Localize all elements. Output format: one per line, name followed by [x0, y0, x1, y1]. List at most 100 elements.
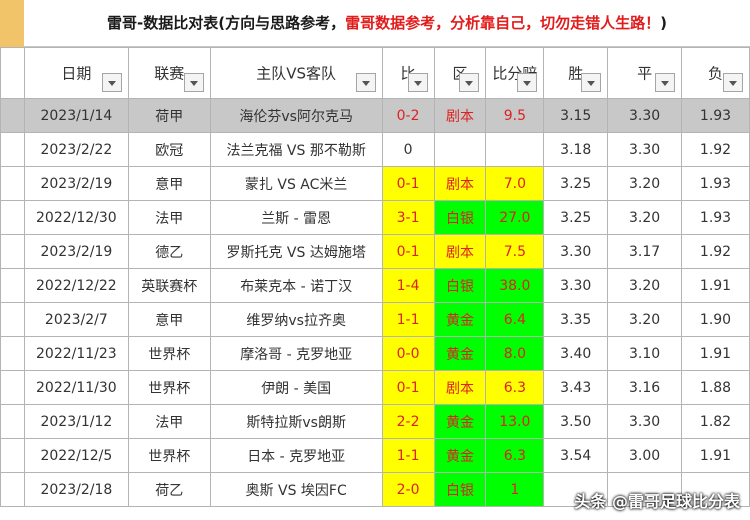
table-row[interactable]: 2023/2/19 德乙 罗斯托克 VS 达姆施塔 0-1 剧本 7.5 3.30 3.17 1… — [0, 234, 750, 269]
table-row[interactable]: 2022/11/23 世界杯 摩洛哥 - 克罗地亚 0-0 黄金 8.0 3.40 3.10 1… — [0, 336, 750, 371]
odds-cell[interactable]: 8.0 — [485, 336, 545, 371]
score-cell[interactable]: 1-1 — [381, 438, 435, 473]
win-odds-cell[interactable]: 3.18 — [543, 132, 609, 167]
score-cell[interactable]: 3-1 — [381, 200, 435, 235]
row-header-cell[interactable] — [0, 404, 25, 439]
league-cell[interactable]: 法甲 — [127, 200, 211, 235]
odds-cell[interactable]: 1 — [485, 472, 545, 507]
league-cell[interactable]: 法甲 — [127, 404, 211, 439]
loss-odds-cell[interactable]: 1.88 — [681, 370, 750, 405]
table-row[interactable]: 2022/12/5 世界杯 日本 - 克罗地亚 1-1 黄金 6.3 3.54 3.00 1.9… — [0, 438, 750, 473]
tag-cell[interactable]: 黄金 — [433, 404, 487, 439]
score-cell[interactable]: 2-0 — [381, 472, 435, 507]
loss-odds-cell[interactable] — [681, 472, 750, 507]
odds-cell[interactable]: 7.5 — [485, 234, 545, 269]
header-date[interactable]: 日期 — [23, 47, 129, 99]
odds-cell[interactable]: 9.5 — [485, 98, 545, 133]
draw-odds-cell[interactable]: 3.20 — [607, 302, 683, 337]
filter-dropdown-icon[interactable] — [355, 73, 376, 92]
odds-cell[interactable]: 6.3 — [485, 370, 545, 405]
match-cell[interactable]: 法兰克福 VS 那不勒斯 — [209, 132, 383, 167]
row-header-cell[interactable] — [0, 302, 25, 337]
loss-odds-cell[interactable]: 1.92 — [681, 234, 750, 269]
tag-cell[interactable]: 剧本 — [433, 370, 487, 405]
sort-ascending-icon[interactable] — [581, 73, 602, 92]
win-odds-cell[interactable]: 3.54 — [543, 438, 609, 473]
odds-cell[interactable]: 6.4 — [485, 302, 545, 337]
filter-dropdown-icon[interactable] — [459, 73, 480, 92]
date-cell[interactable]: 2023/2/19 — [23, 166, 129, 201]
tag-cell[interactable]: 黄金 — [433, 336, 487, 371]
draw-odds-cell[interactable]: 3.20 — [607, 166, 683, 201]
header-match[interactable]: 主队VS客队 — [209, 47, 383, 99]
draw-odds-cell[interactable]: 3.20 — [607, 268, 683, 303]
score-cell[interactable]: 0-1 — [381, 370, 435, 405]
date-cell[interactable]: 2023/2/22 — [23, 132, 129, 167]
match-cell[interactable]: 奥斯 VS 埃因FC — [209, 472, 383, 507]
table-row[interactable]: 2023/2/18 荷乙 奥斯 VS 埃因FC 2-0 白银 1 — [0, 472, 750, 507]
row-header-cell[interactable] — [0, 370, 25, 405]
win-odds-cell[interactable]: 3.25 — [543, 166, 609, 201]
draw-odds-cell[interactable] — [607, 472, 683, 507]
tag-cell[interactable]: 白银 — [433, 200, 487, 235]
score-cell[interactable]: 0-2 — [381, 98, 435, 133]
loss-odds-cell[interactable]: 1.90 — [681, 302, 750, 337]
match-cell[interactable]: 海伦芬vs阿尔克马 — [209, 98, 383, 133]
loss-odds-cell[interactable]: 1.92 — [681, 132, 750, 167]
row-header-cell[interactable] — [0, 166, 25, 201]
draw-odds-cell[interactable]: 3.30 — [607, 132, 683, 167]
match-cell[interactable]: 伊朗 - 美国 — [209, 370, 383, 405]
table-row[interactable]: 2023/1/14 荷甲 海伦芬vs阿尔克马 0-2 剧本 9.5 3.15 3.30 1.93 — [0, 98, 750, 133]
tag-cell[interactable]: 白银 — [433, 472, 487, 507]
match-cell[interactable]: 兰斯 - 雷恩 — [209, 200, 383, 235]
table-row[interactable]: 2022/12/22 英联赛杯 布莱克本 - 诺丁汉 1-4 白银 38.0 3.30 3.2… — [0, 268, 750, 303]
match-cell[interactable]: 罗斯托克 VS 达姆施塔 — [209, 234, 383, 269]
loss-odds-cell[interactable]: 1.93 — [681, 166, 750, 201]
odds-cell[interactable]: 7.0 — [485, 166, 545, 201]
header-win[interactable]: 胜 — [543, 47, 609, 99]
date-cell[interactable]: 2023/1/12 — [23, 404, 129, 439]
league-cell[interactable]: 意甲 — [127, 166, 211, 201]
row-header-cell[interactable] — [0, 98, 25, 133]
date-cell[interactable]: 2022/12/30 — [23, 200, 129, 235]
draw-odds-cell[interactable]: 3.17 — [607, 234, 683, 269]
row-header-cell[interactable] — [0, 234, 25, 269]
tag-cell[interactable]: 剧本 — [433, 166, 487, 201]
filter-dropdown-icon[interactable] — [655, 73, 676, 92]
league-cell[interactable]: 世界杯 — [127, 336, 211, 371]
tag-cell[interactable]: 白银 — [433, 268, 487, 303]
loss-odds-cell[interactable]: 1.93 — [681, 200, 750, 235]
odds-cell[interactable]: 6.3 — [485, 438, 545, 473]
loss-odds-cell[interactable]: 1.91 — [681, 438, 750, 473]
table-row[interactable]: 2023/2/7 意甲 维罗纳vs拉齐奥 1-1 黄金 6.4 3.35 3.20 1.90 — [0, 302, 750, 337]
row-header-cell[interactable] — [0, 268, 25, 303]
table-row[interactable]: 2023/2/19 意甲 蒙扎 VS AC米兰 0-1 剧本 7.0 3.25 3.20 1.9… — [0, 166, 750, 201]
league-cell[interactable]: 世界杯 — [127, 370, 211, 405]
win-odds-cell[interactable]: 3.40 — [543, 336, 609, 371]
league-cell[interactable]: 英联赛杯 — [127, 268, 211, 303]
odds-cell[interactable]: 38.0 — [485, 268, 545, 303]
table-row[interactable]: 2023/1/12 法甲 斯特拉斯vs朗斯 2-2 黄金 13.0 3.50 3.30 1.82 — [0, 404, 750, 439]
header-draw[interactable]: 平 — [607, 47, 683, 99]
date-cell[interactable]: 2023/2/19 — [23, 234, 129, 269]
header-zone[interactable]: 区 — [433, 47, 487, 99]
date-cell[interactable]: 2023/1/14 — [23, 98, 129, 133]
match-cell[interactable]: 蒙扎 VS AC米兰 — [209, 166, 383, 201]
table-row[interactable]: 2023/2/22 欧冠 法兰克福 VS 那不勒斯 0 3.18 3.30 1.92 — [0, 132, 750, 167]
header-score-odds[interactable]: 比分赔 — [485, 47, 545, 99]
header-loss[interactable]: 负 — [681, 47, 750, 99]
date-cell[interactable]: 2022/12/22 — [23, 268, 129, 303]
loss-odds-cell[interactable]: 1.91 — [681, 268, 750, 303]
tag-cell[interactable]: 黄金 — [433, 438, 487, 473]
date-cell[interactable]: 2023/2/18 — [23, 472, 129, 507]
tag-cell[interactable] — [433, 132, 487, 167]
league-cell[interactable]: 世界杯 — [127, 438, 211, 473]
filter-dropdown-icon[interactable] — [407, 73, 428, 92]
table-row[interactable]: 2022/11/30 世界杯 伊朗 - 美国 0-1 剧本 6.3 3.43 3.16 1.88 — [0, 370, 750, 405]
score-cell[interactable]: 0-1 — [381, 166, 435, 201]
odds-cell[interactable] — [485, 132, 545, 167]
row-header-cell[interactable] — [0, 132, 25, 167]
filter-dropdown-icon[interactable] — [101, 73, 122, 92]
date-cell[interactable]: 2023/2/7 — [23, 302, 129, 337]
win-odds-cell[interactable] — [543, 472, 609, 507]
